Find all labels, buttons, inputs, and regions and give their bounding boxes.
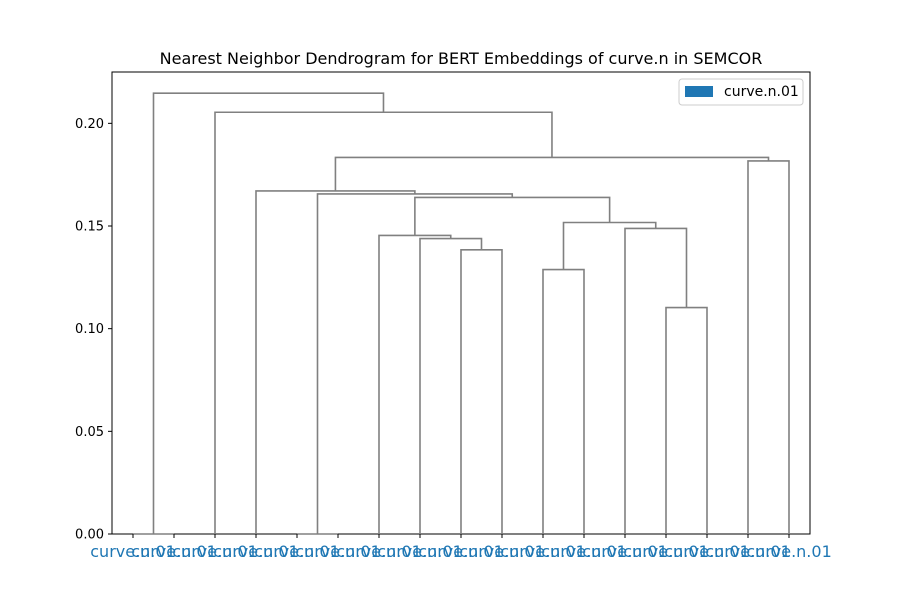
dendrogram-link	[152, 92, 385, 534]
leaf-label: curve.n.01	[336, 542, 422, 561]
y-tick-label: 0.20	[75, 117, 104, 132]
leaf-label: curve.n.01	[582, 542, 668, 561]
legend-label: curve.n.01	[724, 84, 799, 100]
legend: curve.n.01	[678, 78, 804, 106]
y-tick-label: 0.05	[75, 425, 104, 440]
leaf-label: curve.n.01	[295, 542, 381, 561]
leaf-label: curve.n.01	[623, 542, 709, 561]
y-tick-label: 0.00	[75, 528, 104, 543]
dendrogram-links	[133, 92, 790, 535]
leaf-label: curve.n.01	[213, 542, 299, 561]
leaf-label: curve.n.01	[705, 542, 791, 561]
leaf-label: curve.n.01	[90, 542, 176, 561]
leaf-labels: curve.n.01curve.n.01curve.n.01curve.n.01…	[90, 534, 832, 561]
y-axis: 0.00 0.05 0.10 0.15 0.20	[75, 117, 112, 543]
y-tick-label: 0.15	[75, 220, 104, 235]
leaf-label: curve.n.01	[664, 542, 750, 561]
leaf-label: curve.n.01	[541, 542, 627, 561]
leaf-label: curve.n.01	[459, 542, 545, 561]
leaf-label: curve.n.01	[172, 542, 258, 561]
leaf-label: curve.n.01	[254, 542, 340, 561]
legend-frame	[678, 78, 804, 106]
leaf-label: curve.n.01	[131, 542, 217, 561]
leaf-label: curve.n.01	[746, 542, 832, 561]
chart-title: Nearest Neighbor Dendrogram for BERT Emb…	[160, 49, 763, 68]
leaf-label: curve.n.01	[377, 542, 463, 561]
leaf-label: curve.n.01	[500, 542, 586, 561]
leaf-label: curve.n.01	[418, 542, 504, 561]
legend-swatch	[685, 86, 713, 97]
y-tick-label: 0.10	[75, 322, 104, 337]
